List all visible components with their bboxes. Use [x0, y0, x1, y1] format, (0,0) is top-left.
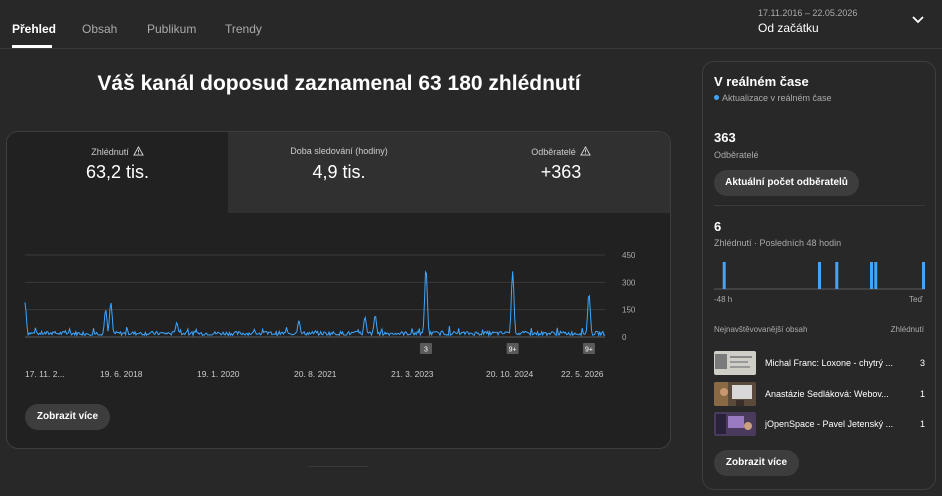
mini-chart-start-label: -48 h: [714, 295, 733, 304]
video-thumbnail: [714, 382, 756, 406]
top-content-title: jOpenSpace - Pavel Jetenský ...: [765, 419, 894, 429]
realtime-title: V reálném čase: [714, 74, 809, 89]
mini-chart-bar[interactable]: [818, 262, 821, 289]
x-tick-label: 17. 11. 2...: [25, 369, 65, 379]
x-tick-label: 21. 3. 2023: [391, 369, 434, 379]
scroll-indicator: [308, 466, 368, 467]
views-series-line[interactable]: [24, 270, 606, 338]
subscribers-label: Odběratelé: [714, 150, 759, 160]
mini-chart-end-label: Teď: [909, 295, 923, 304]
thumbnail-image: [714, 382, 756, 406]
mini-chart-bar[interactable]: [722, 262, 726, 289]
y-tick-label: 0: [622, 333, 627, 342]
video-thumbnail: [714, 412, 756, 436]
chevron-down-icon[interactable]: [910, 12, 926, 28]
realtime-views-label: Zhlédnutí · Posledních 48 hodin: [714, 238, 842, 248]
live-dot-icon: [714, 95, 719, 100]
y-tick-label: 150: [622, 306, 636, 315]
date-range-label[interactable]: Od začátku: [758, 21, 819, 35]
y-tick-label: 450: [622, 251, 636, 260]
metric-label-views: Zhlédnutí: [91, 147, 129, 157]
divider: [714, 205, 925, 206]
tab-publikum[interactable]: Publikum: [147, 22, 197, 36]
metric-tab-subscribers[interactable]: Odběratelé +363: [450, 132, 670, 213]
top-content-header: Nejnavštěvovanější obsah: [714, 325, 808, 334]
subscribers-count: 363: [714, 130, 736, 145]
video-publish-marker[interactable]: 3: [419, 343, 432, 354]
y-tick-label: 300: [622, 278, 636, 287]
realtime-views-count: 6: [714, 219, 722, 234]
overview-card: Zhlédnutí 63,2 tis. Doba sledování (hodi…: [6, 131, 671, 449]
marker-label: 9+: [585, 347, 593, 354]
tab-trendy[interactable]: Trendy: [225, 22, 262, 36]
marker-label: 3: [424, 347, 428, 354]
mini-chart-bar[interactable]: [835, 262, 839, 289]
top-content-views: 1: [919, 389, 925, 399]
x-tick-label: 19. 6. 2018: [100, 369, 143, 379]
mini-chart-bar[interactable]: [870, 262, 873, 289]
x-tick-label: 22. 5. 2026: [561, 369, 604, 379]
top-content-views: 3: [919, 358, 925, 368]
top-content-title: Michal Franc: Loxone - chytrý ...: [765, 358, 894, 368]
live-subscriber-count-button[interactable]: Aktuální počet odběratelů: [714, 170, 859, 196]
mini-chart-bar[interactable]: [874, 262, 878, 289]
realtime-card: V reálném čase Aktualizace v reálném čas…: [702, 61, 936, 490]
mini-chart-bar[interactable]: [922, 262, 925, 289]
video-publish-marker[interactable]: 9+: [582, 343, 595, 354]
metric-tab-watch-time[interactable]: Doba sledování (hodiny) 4,9 tis.: [228, 132, 450, 213]
metric-tab-views[interactable]: Zhlédnutí 63,2 tis.: [7, 132, 228, 213]
realtime-subtitle: Aktualizace v reálném čase: [722, 93, 832, 103]
thumbnail-image: [714, 412, 756, 436]
top-content-item[interactable]: Anastázie Sedláková: Webov... 1: [714, 382, 925, 406]
video-thumbnail: [714, 351, 756, 375]
views-line-chart[interactable]: 450 300 150 0 17. 11. 2... 19. 6. 2018 19. 1. …: [7, 213, 671, 388]
channel-views-headline: Váš kanál doposud zaznamenal 63 180 zhlé…: [97, 72, 581, 95]
tab-prehled[interactable]: Přehled: [12, 22, 57, 36]
show-more-button[interactable]: Zobrazit více: [25, 404, 110, 430]
x-tick-label: 19. 1. 2020: [197, 369, 240, 379]
top-navigation: Přehled Obsah Publikum Trendy 17.11.2016…: [0, 0, 942, 49]
thumbnail-image: [714, 351, 756, 375]
realtime-show-more-button[interactable]: Zobrazit více: [714, 450, 799, 476]
metric-value-watch-time: 4,9 tis.: [312, 162, 366, 182]
top-content-item[interactable]: jOpenSpace - Pavel Jetenský ... 1: [714, 412, 925, 436]
x-tick-label: 20. 8. 2021: [294, 369, 337, 379]
metric-value-views: 63,2 tis.: [85, 162, 150, 182]
top-content-title: Anastázie Sedláková: Webov...: [765, 389, 889, 399]
top-content-item[interactable]: Michal Franc: Loxone - chytrý ... 3: [714, 351, 925, 375]
top-content-views: 1: [919, 419, 925, 429]
active-tab-indicator: [12, 45, 52, 48]
warning-icon: [132, 146, 144, 156]
marker-label: 9+: [509, 347, 517, 354]
tab-obsah[interactable]: Obsah: [82, 22, 118, 36]
date-range-dates[interactable]: 17.11.2016 – 22.05.2026: [758, 8, 858, 18]
video-publish-marker[interactable]: 9+: [506, 343, 519, 354]
realtime-bar-chart[interactable]: [714, 258, 925, 290]
metric-label-watch-time: Doba sledování (hodiny): [290, 146, 388, 156]
metric-label-subscribers: Odběratelé: [531, 147, 576, 157]
metric-value-subscribers: +363: [540, 162, 582, 182]
top-content-views-header: Zhlédnutí: [890, 325, 924, 334]
warning-icon: [579, 146, 591, 156]
x-tick-label: 20. 10. 2024: [486, 369, 534, 379]
